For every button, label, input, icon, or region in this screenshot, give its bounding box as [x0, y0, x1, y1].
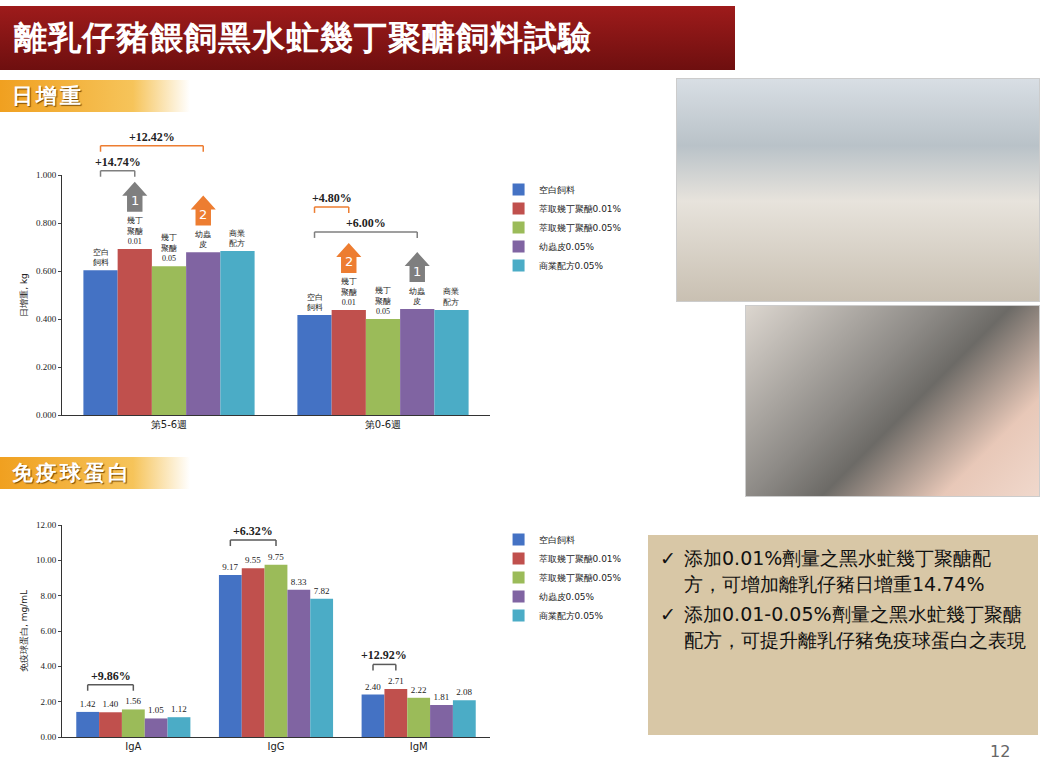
html-text:12: 12 [990, 742, 1011, 761]
svg-text:空白飼料: 空白飼料 [93, 248, 109, 267]
svg-text:萃取幾丁聚醣0.01%: 萃取幾丁聚醣0.01% [539, 554, 622, 564]
svg-text:10.00: 10.00 [36, 555, 57, 565]
html-text:免疫球蛋白: 免疫球蛋白 [12, 461, 132, 485]
svg-text:8.33: 8.33 [291, 577, 307, 587]
svg-text:0.200: 0.200 [36, 362, 57, 372]
svg-text:IgG: IgG [267, 741, 284, 752]
html-text:添加0.01%劑量之黑水虻幾丁聚醣配方，可增加離乳仔豬日增重: 添加0.01%劑量之黑水虻幾丁聚醣配方，可增加離乳仔豬日增重14.74% [684, 547, 992, 595]
svg-text:空白飼料: 空白飼料 [539, 185, 575, 195]
svg-text:9.17: 9.17 [222, 562, 238, 572]
html-text:添加0.01-0.05%劑量之黑水虻幾丁聚醣配方，可提升離乳: 添加0.01-0.05%劑量之黑水虻幾丁聚醣配方，可提升離乳仔豬免疫球蛋白之表現 [684, 603, 1026, 651]
svg-text:2.40: 2.40 [365, 682, 381, 692]
svg-text:9.75: 9.75 [268, 552, 284, 562]
svg-text:0.800: 0.800 [36, 218, 57, 228]
svg-text:+4.80%: +4.80% [312, 191, 352, 205]
html-text:日增重: 日增重 [12, 84, 84, 108]
svg-text:1.05: 1.05 [148, 705, 164, 715]
svg-text:1.42: 1.42 [80, 699, 96, 709]
svg-text:幼蟲皮0.05%: 幼蟲皮0.05% [539, 592, 595, 602]
svg-text:幼蟲皮: 幼蟲皮 [409, 287, 425, 306]
svg-text:1: 1 [413, 264, 421, 279]
svg-text:商業配方0.05%: 商業配方0.05% [539, 261, 604, 271]
svg-text:0.600: 0.600 [36, 266, 57, 276]
svg-text:1.12: 1.12 [171, 704, 187, 714]
svg-text:+14.74%: +14.74% [95, 155, 141, 169]
svg-text:商業配方0.05%: 商業配方0.05% [539, 611, 604, 621]
svg-text:+12.92%: +12.92% [361, 648, 407, 662]
svg-text:1.81: 1.81 [434, 692, 450, 702]
svg-text:空白飼料: 空白飼料 [539, 535, 575, 545]
svg-text:幼蟲皮: 幼蟲皮 [195, 230, 211, 249]
svg-text:1.56: 1.56 [125, 696, 141, 706]
svg-text:+6.00%: +6.00% [346, 216, 386, 230]
html-text:離乳仔豬餵飼黑水虻幾丁聚醣飼料試驗: 離乳仔豬餵飼黑水虻幾丁聚醣飼料試驗 [14, 18, 592, 57]
svg-text:幼蟲皮0.05%: 幼蟲皮0.05% [539, 242, 595, 252]
svg-text:6.00: 6.00 [40, 626, 56, 636]
svg-text:第0-6週: 第0-6週 [365, 419, 401, 430]
svg-text:0.00: 0.00 [40, 732, 56, 742]
svg-text:日增重, kg: 日增重, kg [19, 273, 29, 317]
svg-text:幾丁聚醣0.01: 幾丁聚醣0.01 [127, 216, 143, 246]
svg-text:7.82: 7.82 [314, 586, 330, 596]
svg-text:IgA: IgA [125, 741, 141, 752]
svg-text:空白飼料: 空白飼料 [307, 293, 323, 312]
svg-text:幾丁聚醣0.05: 幾丁聚醣0.05 [161, 233, 177, 263]
svg-text:2: 2 [345, 254, 353, 269]
svg-text:2.00: 2.00 [40, 697, 56, 707]
svg-text:4.00: 4.00 [40, 661, 56, 671]
svg-text:2: 2 [199, 207, 207, 222]
svg-text:+12.42%: +12.42% [129, 130, 175, 144]
svg-text:2.22: 2.22 [411, 685, 427, 695]
svg-text:IgM: IgM [410, 741, 428, 752]
svg-text:9.55: 9.55 [245, 555, 261, 565]
svg-text:免疫球蛋白, mg/mL: 免疫球蛋白, mg/mL [19, 590, 29, 672]
svg-text:1.40: 1.40 [102, 699, 118, 709]
svg-text:萃取幾丁聚醣0.05%: 萃取幾丁聚醣0.05% [539, 223, 622, 233]
svg-text:1.000: 1.000 [36, 170, 57, 180]
svg-text:幾丁聚醣0.05: 幾丁聚醣0.05 [375, 286, 391, 316]
svg-text:商業配方: 商業配方 [229, 229, 245, 248]
svg-text:商業配方: 商業配方 [443, 287, 459, 306]
svg-text:2.08: 2.08 [456, 687, 472, 697]
svg-text:0.400: 0.400 [36, 314, 57, 324]
svg-text:+9.86%: +9.86% [91, 669, 131, 683]
svg-text:12.00: 12.00 [36, 520, 57, 530]
svg-text:萃取幾丁聚醣0.01%: 萃取幾丁聚醣0.01% [539, 204, 622, 214]
svg-text:+6.32%: +6.32% [233, 524, 273, 538]
svg-text:第5-6週: 第5-6週 [151, 419, 187, 430]
svg-text:幾丁聚醣0.01: 幾丁聚醣0.01 [341, 277, 357, 307]
svg-text:1: 1 [131, 193, 139, 208]
svg-text:2.71: 2.71 [388, 676, 404, 686]
svg-text:0.000: 0.000 [36, 410, 57, 420]
svg-text:萃取幾丁聚醣0.05%: 萃取幾丁聚醣0.05% [539, 573, 622, 583]
svg-text:8.00: 8.00 [40, 591, 56, 601]
